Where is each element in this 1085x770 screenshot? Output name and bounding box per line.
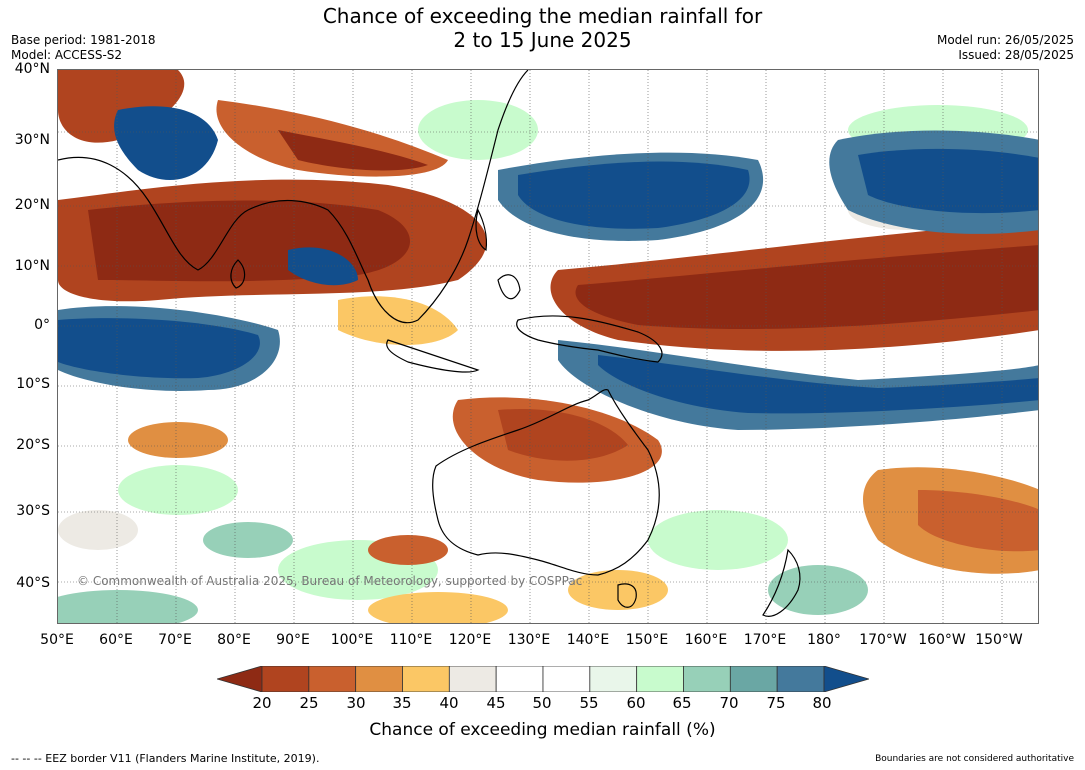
- wet-region-layer: [58, 106, 1038, 430]
- title-line-2: 2 to 15 June 2025: [453, 28, 632, 52]
- boundary-disclaimer: Boundaries are not considered authoritat…: [875, 754, 1074, 764]
- colorbar-swatch: [542, 666, 591, 692]
- colorbar-tick: 20: [252, 694, 272, 712]
- colorbar-tick: 55: [579, 694, 599, 712]
- copyright-notice: © Commonwealth of Australia 2025, Bureau…: [77, 574, 583, 588]
- model-name: Model: ACCESS-S2: [11, 48, 123, 62]
- colorbar-tick: 75: [766, 694, 786, 712]
- colorbar-label: Chance of exceeding median rainfall (%): [369, 720, 716, 740]
- colorbar-tick: 50: [532, 694, 552, 712]
- lon-label: 170°E: [743, 632, 787, 648]
- colorbar-tick: 60: [626, 694, 646, 712]
- lat-label: 20°S: [16, 437, 50, 453]
- dry-region-layer: [58, 70, 1038, 574]
- colorbar-swatch: [823, 666, 869, 692]
- lat-label: 40°N: [14, 61, 50, 77]
- lat-label: 20°N: [14, 197, 50, 213]
- colorbar-swatch: [636, 666, 684, 692]
- lon-label: 50°E: [40, 632, 74, 648]
- title-line-1: Chance of exceeding the median rainfall …: [322, 4, 763, 28]
- colorbar-swatch: [217, 666, 263, 692]
- colorbar-swatch: [308, 666, 357, 692]
- lon-label: 160°E: [684, 632, 728, 648]
- lon-label: 130°E: [507, 632, 551, 648]
- colorbar-swatch: [683, 666, 731, 692]
- colorbar-tick: 30: [346, 694, 366, 712]
- colorbar-segments: [217, 666, 869, 692]
- colorbar-swatch: [355, 666, 403, 692]
- lat-label: 40°S: [16, 575, 50, 591]
- colorbar-tick: 40: [439, 694, 459, 712]
- lat-label: 10°S: [16, 376, 50, 392]
- colorbar-swatch: [589, 666, 638, 692]
- lon-label: 180°: [807, 632, 841, 648]
- map-title: Chance of exceeding the median rainfall …: [0, 4, 1085, 52]
- colorbar: [217, 666, 869, 692]
- lon-label: 140°E: [566, 632, 610, 648]
- colorbar-tick: 35: [392, 694, 412, 712]
- colorbar-swatch: [402, 666, 450, 692]
- lat-label: 30°N: [14, 132, 50, 148]
- colorbar-tick: 80: [812, 694, 832, 712]
- lon-label: 80°E: [217, 632, 251, 648]
- rainfall-map: [57, 69, 1039, 624]
- lon-label: 110°E: [389, 632, 433, 648]
- lon-label: 120°E: [448, 632, 492, 648]
- lon-label: 100°E: [330, 632, 374, 648]
- lon-label: 150°E: [625, 632, 669, 648]
- colorbar-swatch: [495, 666, 544, 692]
- lon-label: 160°W: [918, 632, 966, 648]
- model-run: Model run: 26/05/2025: [936, 33, 1074, 47]
- map-canvas: [58, 70, 1038, 623]
- colorbar-swatch: [776, 666, 825, 692]
- lon-label: 170°W: [859, 632, 907, 648]
- colorbar-tick: 25: [299, 694, 319, 712]
- colorbar-tick: 70: [719, 694, 739, 712]
- base-period: Base period: 1981-2018: [11, 33, 156, 47]
- colorbar-swatch: [261, 666, 310, 692]
- graticule: [58, 70, 1038, 623]
- eez-legend: -- -- -- EEZ border V11 (Flanders Marine…: [11, 752, 320, 765]
- lon-label: 70°E: [158, 632, 192, 648]
- lon-label: 60°E: [99, 632, 133, 648]
- colorbar-tick: 65: [672, 694, 692, 712]
- run-info: Model run: 26/05/2025 Issued: 28/05/2025: [937, 33, 1074, 63]
- colorbar-swatch: [729, 666, 778, 692]
- lat-label: 0°: [34, 317, 50, 333]
- lon-label: 90°E: [276, 632, 310, 648]
- colorbar-swatch: [448, 666, 497, 692]
- lat-label: 10°N: [14, 258, 50, 274]
- issued-date: Issued: 28/05/2025: [958, 48, 1074, 62]
- coastlines: [58, 70, 801, 617]
- lon-label: 150°W: [975, 632, 1023, 648]
- lat-label: 30°S: [16, 503, 50, 519]
- colorbar-tick: 45: [486, 694, 506, 712]
- model-info: Base period: 1981-2018 Model: ACCESS-S2: [11, 33, 156, 63]
